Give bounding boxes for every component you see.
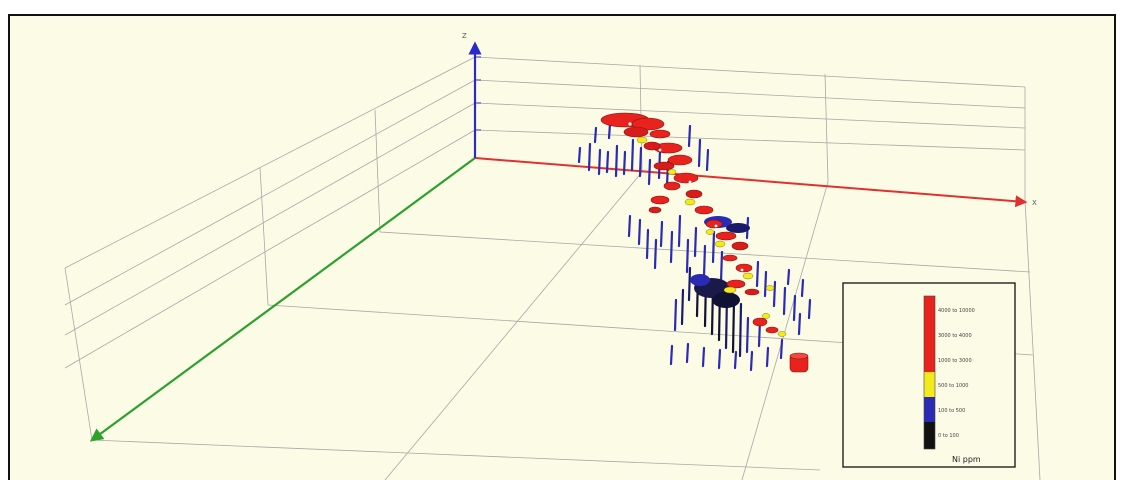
legend-label: 500 to 1000: [938, 383, 968, 389]
legend-label: 1000 to 3000: [938, 358, 972, 364]
legend-label: 3000 to 4000: [938, 333, 972, 339]
legend-swatch: [924, 296, 935, 322]
grid-lines: [64, 56, 1041, 480]
legend-swatch: [924, 397, 935, 422]
medium-grade-points: [636, 136, 787, 337]
z-axis-label: Z: [462, 32, 467, 40]
legend: 4000 to 10000 3000 to 4000 1000 to 3000 …: [842, 282, 1016, 468]
y-axis: [89, 157, 476, 442]
drillhole-sticks: [577, 122, 884, 396]
legend-label: 100 to 500: [938, 408, 965, 414]
drillhole-cloud: [577, 112, 884, 396]
z-axis-ticks: [475, 56, 481, 131]
axes: X Z: [89, 32, 1037, 442]
legend-swatch: [924, 372, 935, 397]
legend-swatch: [924, 322, 935, 347]
x-axis: [474, 157, 1028, 208]
legend-label: 0 to 100: [938, 433, 959, 439]
legend-label: 4000 to 10000: [938, 308, 975, 314]
x-axis-label: X: [1032, 199, 1037, 207]
highlight-specks: [628, 122, 744, 272]
legend-title: Ni ppm: [952, 455, 981, 464]
viewport-border: [8, 14, 1116, 480]
high-grade-cluster: [600, 112, 809, 373]
legend-color-bar: [923, 295, 936, 450]
legend-swatch: [924, 422, 935, 449]
legend-swatch: [924, 347, 935, 372]
